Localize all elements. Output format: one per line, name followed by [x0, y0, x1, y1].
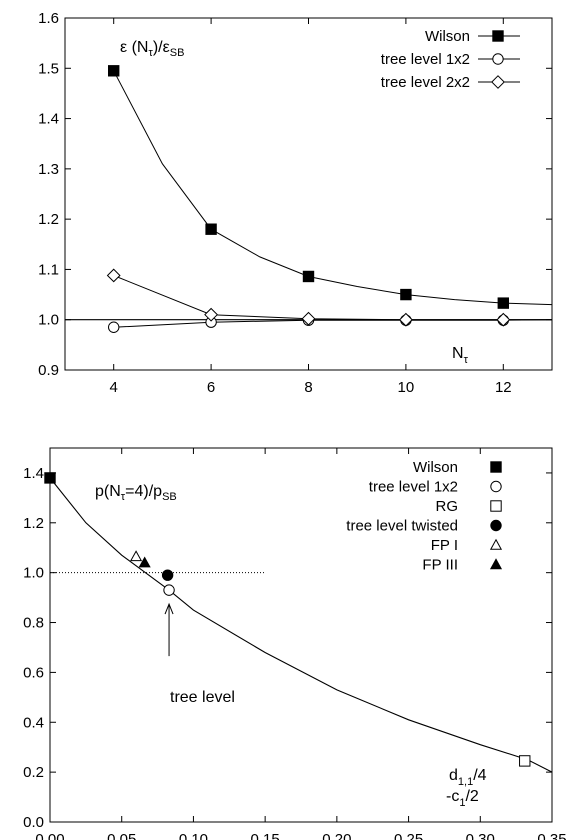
y-tick-label: 0.9: [38, 362, 59, 379]
x-tick-label: 8: [304, 379, 312, 396]
x-tick-label: 0.30: [466, 831, 495, 840]
legend-marker: [492, 53, 504, 65]
y-tick-label: 1.1: [38, 261, 59, 278]
y-tick-label: 1.3: [38, 161, 59, 178]
data-point-6-1: [138, 556, 151, 568]
y-axis: 0.9 1.0 1.1 1.2 1.3 1.4 1.5 1.6: [38, 10, 552, 379]
y-tick-label: 1.2: [38, 211, 59, 228]
x-axis-label-line1: d1,1/4: [449, 767, 487, 788]
legend-label: tree level 1x2: [369, 479, 458, 496]
annotation-sub: SB: [162, 491, 177, 503]
y-axis: 0.0 0.2 0.4 0.6 0.8 1.0 1.2 1.4: [23, 465, 552, 831]
x-tick-label: 0.20: [322, 831, 351, 840]
annotation-sub: SB: [170, 47, 185, 59]
y-tick-label: 0.2: [23, 764, 44, 781]
data-point-3-1: [106, 268, 121, 283]
y-tick-label: 0.8: [23, 615, 44, 632]
series-line-2: [113, 319, 553, 328]
arrow-head: [164, 602, 174, 615]
x-tick-label: 0.10: [179, 831, 208, 840]
data-point-5-1: [130, 550, 143, 562]
legend: Wilson tree level 1x2 tree level 2x2: [381, 28, 520, 91]
y-tick-label: 1.0: [23, 565, 44, 582]
y-tick-label: 1.2: [23, 515, 44, 532]
x-tick-label: 0.05: [107, 831, 136, 840]
annotation-sub: τ: [121, 491, 126, 503]
x-tick-label: 6: [207, 379, 215, 396]
legend-marker: [490, 519, 502, 532]
data-point-4-1: [161, 569, 174, 581]
plot-area: [65, 65, 553, 333]
x-tick-label: 4: [110, 379, 118, 396]
fit-curve: [49, 477, 553, 773]
x-axis-label: Nτ: [452, 345, 469, 366]
y-tick-label: 0.6: [23, 664, 44, 681]
chart-pressure: 0.0 0.2 0.4 0.6 0.8 1.0 1.2 1.4 0.00 0.05 0.10 0.1…: [23, 447, 567, 840]
legend-label: tree level 1x2: [381, 51, 470, 68]
data-point-3-2: [204, 307, 219, 322]
data-point-1-1: [44, 472, 56, 484]
legend-label: FP III: [422, 557, 458, 574]
data-point-1-5: [497, 297, 510, 309]
y-tick-label: 0.4: [23, 714, 44, 731]
legend-marker: [490, 500, 502, 512]
data-point-3-1: [519, 755, 531, 767]
plot-area: [44, 472, 553, 773]
legend-marker: [490, 461, 502, 473]
x-axis-label-sub: τ: [464, 354, 469, 366]
x-axis: 4 6 8 10 12: [110, 18, 512, 396]
data-point-1-1: [108, 65, 120, 77]
legend-marker: [491, 75, 505, 89]
legend-marker: [489, 538, 503, 550]
y-tick-label: 1.0: [38, 312, 59, 329]
chart-energy-density: 0.9 1.0 1.1 1.2 1.3 1.4 1.5 1.6 4 6 8 10 12 ε (Nτ)/…: [38, 10, 553, 396]
x-tick-label: 0.35: [537, 831, 566, 840]
chart-annotation: p(Nτ=4)/pSB: [95, 483, 177, 503]
legend-label: Wilson: [413, 459, 458, 476]
legend-label: Wilson: [425, 28, 470, 45]
series-line-3: [113, 275, 552, 321]
data-point-3-3: [301, 311, 316, 326]
x-axis: 0.00 0.05 0.10 0.15 0.20 0.25 0.30 0.35: [35, 448, 567, 840]
y-tick-label: 1.6: [38, 10, 59, 27]
data-point-3-4: [398, 312, 413, 327]
legend-label: tree level 2x2: [381, 74, 470, 91]
legend-marker: [492, 30, 504, 42]
data-point-1-3: [302, 270, 315, 283]
y-tick-label: 0.0: [23, 814, 44, 831]
x-tick-label: 0.25: [394, 831, 423, 840]
x-tick-label: 12: [495, 379, 512, 396]
data-point-3-5: [496, 312, 511, 327]
annotation-sub: τ: [148, 47, 153, 59]
x-tick-label: 0.15: [251, 831, 280, 840]
legend-label: FP I: [431, 537, 458, 554]
legend-marker: [489, 558, 503, 570]
y-tick-label: 1.4: [38, 111, 59, 128]
legend-marker: [490, 480, 502, 493]
x-tick-label: 0.00: [35, 831, 64, 840]
arrow-label: tree level: [170, 689, 235, 706]
y-tick-label: 1.5: [38, 60, 59, 77]
y-tick-label: 1.4: [23, 465, 44, 482]
legend: Wilson tree level 1x2 RG tree level twisted…: [346, 459, 503, 574]
data-point-2-1: [163, 584, 175, 596]
series-line-1: [113, 70, 553, 306]
data-point-2-1: [108, 321, 120, 333]
plot-frame: [49, 447, 553, 823]
chart-annotation: ε (Nτ)/εSB: [120, 39, 184, 59]
data-point-1-2: [205, 223, 217, 235]
x-tick-label: 10: [398, 379, 415, 396]
data-point-1-4: [400, 288, 412, 301]
legend-label: tree level twisted: [346, 518, 458, 535]
x-axis-label-line2: -c1/2: [446, 788, 479, 809]
legend-label: RG: [436, 498, 459, 515]
